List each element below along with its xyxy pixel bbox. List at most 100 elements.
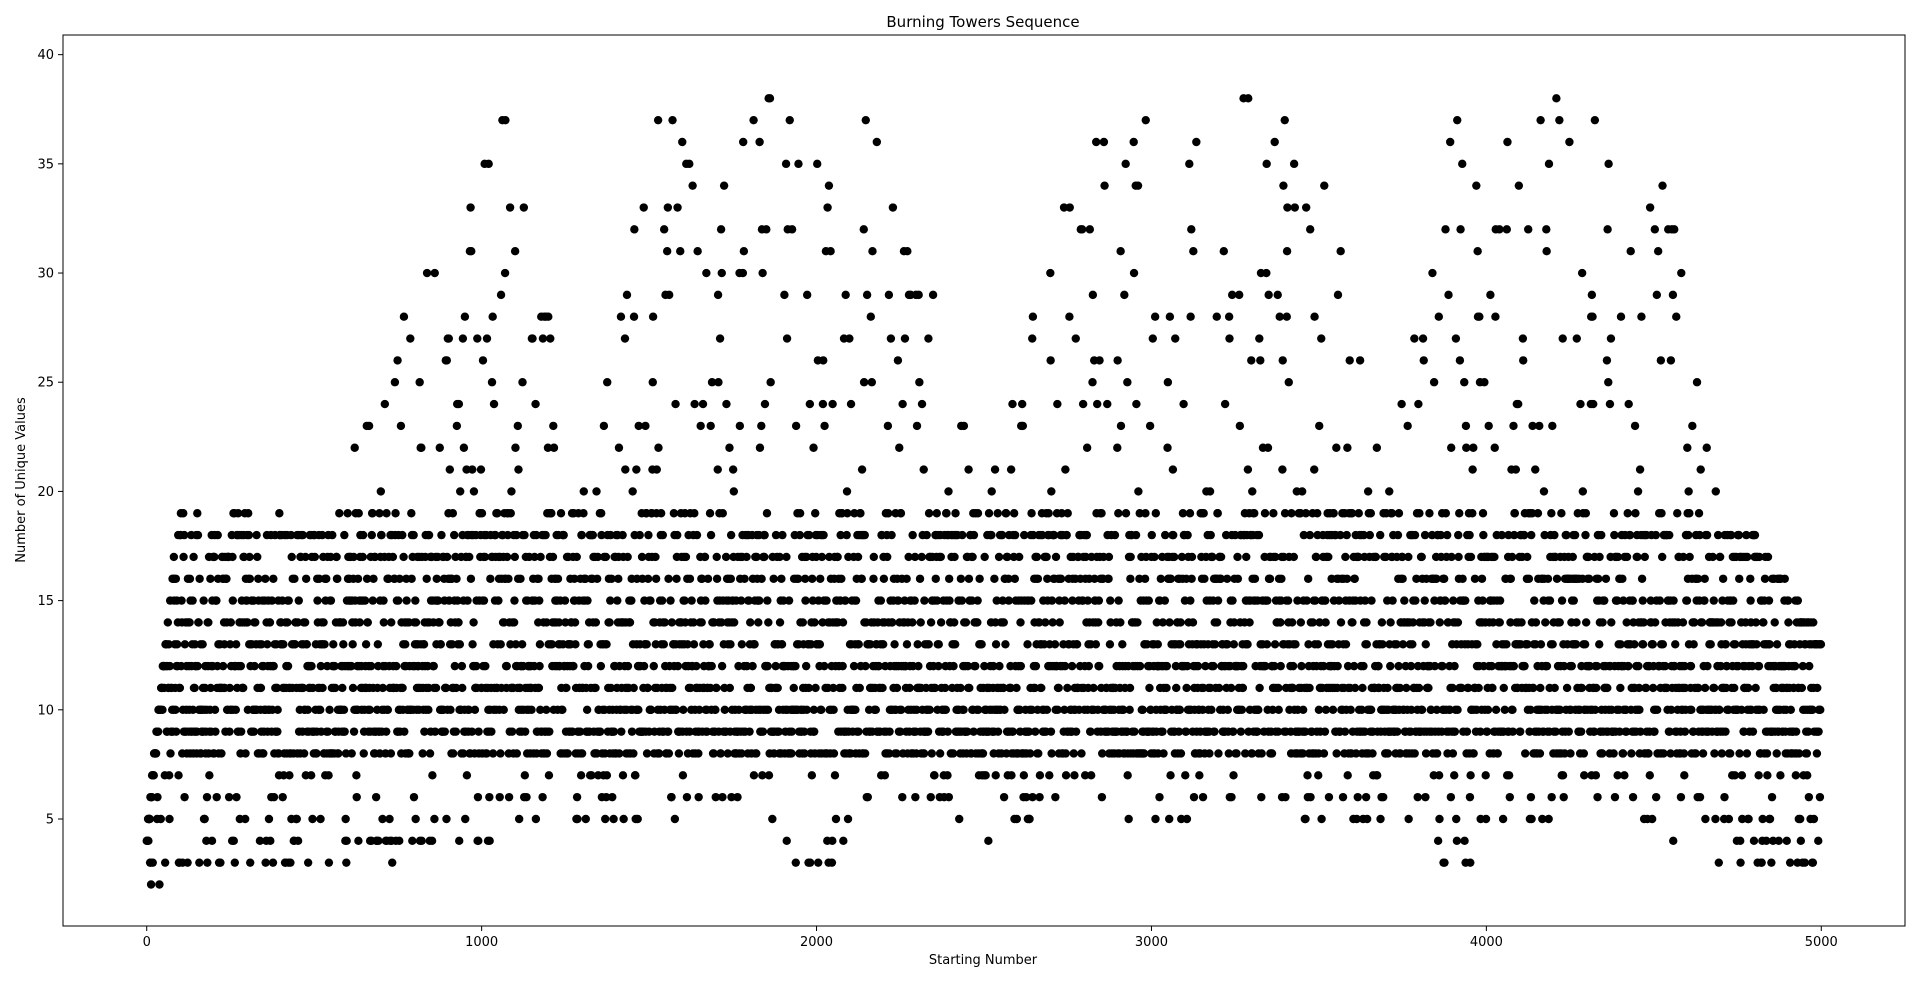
data-point <box>984 836 993 846</box>
data-point <box>920 596 929 605</box>
data-point <box>629 683 638 693</box>
data-point <box>685 727 694 736</box>
data-point <box>717 661 727 671</box>
data-point <box>854 727 863 736</box>
data-point <box>613 596 622 605</box>
data-point <box>579 487 588 496</box>
data-point <box>1783 596 1793 605</box>
data-point <box>980 552 989 562</box>
data-point <box>538 334 548 343</box>
data-point <box>419 640 429 649</box>
data-point <box>378 683 388 693</box>
data-point <box>158 705 167 714</box>
data-point <box>250 661 259 671</box>
data-point <box>1613 552 1623 562</box>
data-point <box>313 596 322 605</box>
data-point <box>1603 225 1612 234</box>
data-point <box>1514 181 1524 190</box>
data-point <box>1474 683 1483 693</box>
data-point <box>198 640 207 649</box>
data-point <box>1460 378 1469 387</box>
data-point <box>1518 334 1528 343</box>
data-point <box>1151 814 1160 824</box>
data-point <box>1210 727 1219 736</box>
data-point <box>1068 596 1077 605</box>
data-point <box>639 203 648 212</box>
data-point <box>1697 618 1707 627</box>
data-point <box>711 792 720 802</box>
data-point <box>514 814 524 824</box>
data-point <box>1365 530 1375 540</box>
points-layer <box>142 94 1826 889</box>
data-point <box>639 661 649 671</box>
data-point <box>153 792 162 802</box>
data-point <box>1487 661 1496 671</box>
data-point <box>924 640 933 649</box>
data-point <box>1387 509 1397 518</box>
data-point <box>163 618 173 627</box>
data-point <box>1333 661 1342 671</box>
data-point <box>427 836 437 846</box>
data-point <box>869 552 879 562</box>
data-point <box>956 574 966 583</box>
data-point <box>763 661 772 671</box>
data-point <box>1151 509 1161 518</box>
data-point <box>1509 421 1518 431</box>
data-point <box>339 705 349 714</box>
data-point <box>1694 509 1704 518</box>
data-point <box>1577 683 1587 693</box>
data-point <box>1634 661 1643 671</box>
data-point <box>1576 727 1586 736</box>
data-point <box>927 749 936 758</box>
data-point <box>652 465 661 474</box>
data-point <box>673 661 683 671</box>
data-point <box>399 552 408 562</box>
data-point <box>1297 487 1307 496</box>
data-point <box>312 749 321 758</box>
data-point <box>1420 596 1429 605</box>
data-point <box>536 705 545 714</box>
data-point <box>849 661 859 671</box>
data-point <box>480 552 490 562</box>
data-point <box>1312 552 1321 562</box>
data-point <box>1418 334 1428 343</box>
data-point <box>294 596 303 605</box>
data-point <box>863 792 872 802</box>
data-point <box>760 552 769 562</box>
data-point <box>1207 705 1216 714</box>
data-point <box>1182 814 1192 824</box>
data-point <box>409 530 418 540</box>
data-point <box>1303 771 1312 780</box>
data-point <box>541 530 550 540</box>
data-point <box>1650 727 1659 736</box>
data-point <box>1442 530 1452 540</box>
data-point <box>460 312 470 321</box>
data-point <box>605 618 614 627</box>
data-point <box>1270 640 1280 649</box>
data-point <box>1536 683 1545 693</box>
data-point <box>1321 705 1331 714</box>
data-point <box>420 727 429 736</box>
data-point <box>944 792 954 802</box>
data-point <box>290 574 299 583</box>
data-point <box>512 749 521 758</box>
data-point <box>1576 399 1585 409</box>
data-point <box>1206 530 1215 540</box>
data-point <box>301 574 311 583</box>
data-point <box>782 552 791 562</box>
data-point <box>951 509 960 518</box>
data-point <box>1106 596 1115 605</box>
data-point <box>896 727 905 736</box>
data-point <box>1584 574 1594 583</box>
data-point <box>1616 683 1625 693</box>
data-point <box>1189 247 1198 256</box>
data-point <box>1270 137 1279 147</box>
data-point <box>1466 552 1476 562</box>
data-point <box>936 552 945 562</box>
data-point <box>256 683 266 693</box>
data-point <box>999 683 1008 693</box>
data-point <box>1598 618 1607 627</box>
data-point <box>1007 771 1016 780</box>
data-point <box>943 727 953 736</box>
